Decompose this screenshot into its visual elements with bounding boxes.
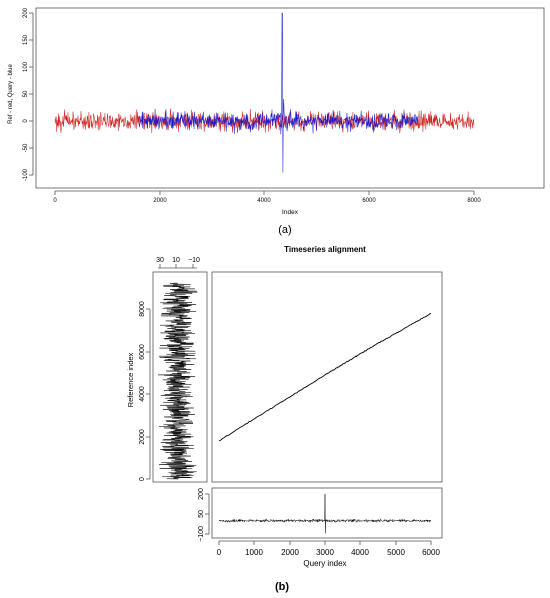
panel-b-left-y-tick-label: 4000 <box>139 386 146 402</box>
panel-a-x-axis-label: Index <box>282 209 299 216</box>
panel-a-series-group <box>54 12 475 173</box>
panel-b-bottom-y-tick-label: 50 <box>198 510 205 518</box>
panel-b-bottom-x-tick-label: 5000 <box>387 548 405 557</box>
panel-b-left-y-tick-label: 2000 <box>139 429 146 445</box>
panel-a-y-tick-label: -50 <box>23 143 29 152</box>
panel-b-bottom-x-axis-label: Query index <box>303 559 346 568</box>
panel-b-left-top-tick-label: −10 <box>188 257 200 264</box>
panel-a-x-tick-label: 4000 <box>257 198 271 204</box>
panel-a-x-axis: 0 2000 4000 6000 8000 <box>53 190 481 204</box>
panel-b-title: Timeseries alignment <box>284 245 366 254</box>
panel-b-bottom-series-group <box>218 493 432 534</box>
panel-a-y-tick-label: 50 <box>23 90 29 97</box>
panel-b-bottom-x-tick-label: 6000 <box>422 548 440 557</box>
panel-b-bottom-x-tick-label: 4000 <box>351 548 369 557</box>
reference-series-line <box>54 108 475 134</box>
alignment-path-line <box>218 313 432 442</box>
panel-b-left-y-tick-label: 0 <box>139 477 146 481</box>
panel-b-left-y-tick-label: 6000 <box>139 344 146 360</box>
panel-b-bottom-x-tick-label: 2000 <box>281 548 299 557</box>
panel-b-query-series-chart: −100 50 200 0 1000 2000 3000 4000 5000 6… <box>198 487 443 568</box>
panel-b-left-top-tick-label: 10 <box>172 257 180 264</box>
panel-a-y-tick-label: 200 <box>23 7 29 18</box>
panel-b-reference-series-chart: 30 10 −10 0 2000 4000 6000 8000 Referenc… <box>126 257 208 483</box>
panel-a-y-tick-label: 150 <box>23 34 29 45</box>
panel-b-bottom-x-tick-label: 0 <box>217 548 222 557</box>
panel-a-y-tick-label: 100 <box>23 61 29 72</box>
panel-b-bottom-x-tick-label: 3000 <box>316 548 334 557</box>
panel-a-label: (a) <box>278 224 291 236</box>
panel-b-main-frame <box>211 271 443 483</box>
panel-b-left-series-group <box>157 282 198 480</box>
panel-b-bottom-x-tick-label: 1000 <box>245 548 263 557</box>
panel-b-main-series-group <box>218 313 432 442</box>
panel-a-y-axis-label: Ref - red, Query - blue <box>8 63 14 123</box>
panel-a-x-tick-label: 2000 <box>153 198 167 204</box>
query-series-line <box>138 12 419 173</box>
panel-a-chart: -100 -50 0 50 100 150 200 Ref - red, Que… <box>8 7 545 216</box>
panel-a-y-tick-label: 0 <box>23 119 29 123</box>
panel-b-bottom-frame <box>211 487 443 539</box>
panel-a-plot-frame <box>35 7 545 189</box>
panel-b-bottom-y-tick-label: −100 <box>198 526 205 542</box>
panel-b-left-frame <box>152 271 208 483</box>
panel-a-x-tick-label: 0 <box>53 198 57 204</box>
panel-b-left-top-tick-label: 30 <box>156 257 164 264</box>
panel-a-y-tick-label: -100 <box>23 168 29 181</box>
panel-b-bottom-y-tick-label: 200 <box>198 488 205 500</box>
panel-a-x-tick-label: 6000 <box>362 198 376 204</box>
panel-b-alignment-chart <box>211 271 443 483</box>
panel-b-left-y-tick-label: 8000 <box>139 301 146 317</box>
reference-series-vertical-line <box>157 282 198 480</box>
panel-a-x-tick-label: 8000 <box>467 198 481 204</box>
panel-b-left-y-axis-label: Reference index <box>126 352 135 407</box>
query-series-bottom-line <box>218 493 432 534</box>
panel-b-label: (b) <box>275 581 289 593</box>
panel-a-y-axis: -100 -50 0 50 100 150 200 <box>23 7 34 181</box>
